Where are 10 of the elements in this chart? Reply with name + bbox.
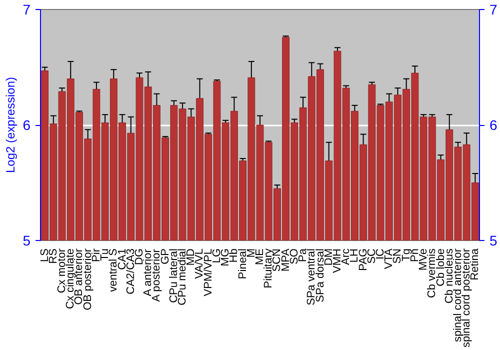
y-axis-title: Log2 (expression)	[4, 76, 18, 174]
y-tick-label: 5	[22, 232, 31, 248]
x-tick-label: Tg	[400, 248, 412, 262]
y2-tick-label: 5	[490, 232, 498, 248]
x-tick-label: RS	[47, 248, 60, 264]
y2-tick-label: 7	[490, 2, 498, 18]
y-tick-label: 6	[22, 117, 31, 133]
y2-tick-label: 6	[490, 117, 498, 133]
x-tick-label: OB posterior	[82, 248, 94, 310]
y-tick-label: 7	[22, 2, 31, 18]
